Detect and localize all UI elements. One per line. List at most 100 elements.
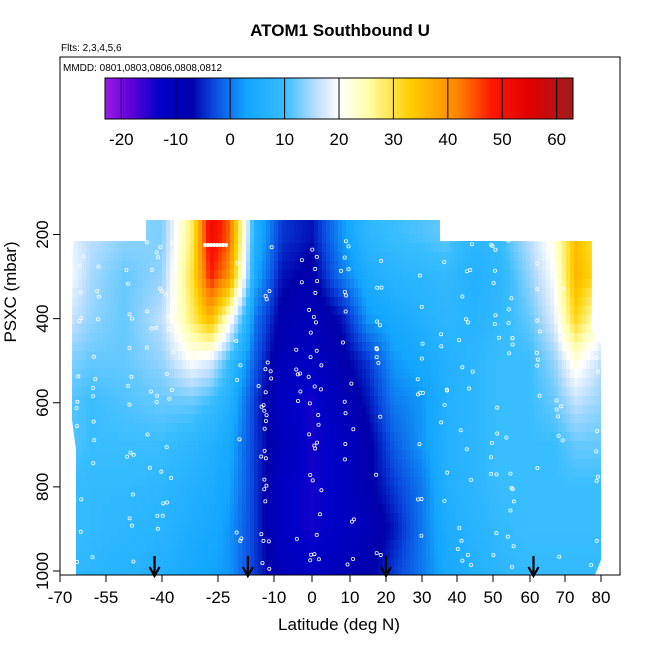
heatmap-cell — [386, 450, 391, 460]
heatmap-cell — [362, 342, 367, 352]
heatmap-cell — [106, 351, 111, 361]
heatmap-cell — [546, 234, 551, 244]
heatmap-cell — [110, 342, 115, 352]
heatmap-cell — [242, 540, 247, 550]
heatmap-cell — [594, 513, 599, 523]
heatmap-cell — [554, 261, 559, 271]
heatmap-cell — [390, 432, 395, 442]
heatmap-cell — [306, 432, 311, 442]
heatmap-cell — [162, 459, 167, 469]
heatmap-cell — [150, 378, 155, 388]
heatmap-cell — [322, 333, 327, 343]
heatmap-cell — [74, 270, 79, 280]
heatmap-cell — [86, 220, 91, 226]
heatmap-cell — [178, 234, 183, 244]
heatmap-cell — [266, 351, 271, 361]
heatmap-cell — [386, 279, 391, 289]
heatmap-cell — [182, 234, 187, 244]
heatmap-cell — [534, 342, 539, 352]
heatmap-cell — [158, 351, 163, 361]
heatmap-cell — [534, 279, 539, 289]
heatmap-cell — [174, 360, 179, 370]
heatmap-cell — [158, 522, 163, 532]
heatmap-cell — [282, 522, 287, 532]
heatmap-cell — [338, 234, 343, 244]
heatmap-cell — [458, 495, 463, 505]
heatmap-cell — [286, 220, 291, 226]
heatmap-cell — [462, 243, 467, 253]
heatmap-cell — [506, 315, 511, 325]
heatmap-cell — [246, 220, 251, 226]
heatmap-cell — [230, 315, 235, 325]
heatmap-cell — [418, 243, 423, 253]
heatmap-cell — [238, 468, 243, 478]
heatmap-cell — [398, 486, 403, 496]
heatmap-cell — [322, 270, 327, 280]
heatmap-cell — [306, 405, 311, 415]
heatmap-cell — [126, 396, 131, 406]
heatmap-cell — [262, 378, 267, 388]
heatmap-cell — [422, 243, 427, 253]
heatmap-cell — [178, 405, 183, 415]
heatmap-cell — [162, 540, 167, 550]
heatmap-cell — [558, 315, 563, 325]
heatmap-cell — [450, 297, 455, 307]
heatmap-cell — [342, 297, 347, 307]
heatmap-cell — [242, 342, 247, 352]
heatmap-cell — [182, 504, 187, 514]
heatmap-cell — [246, 405, 251, 415]
heatmap-cell — [546, 423, 551, 433]
heatmap-cell — [598, 225, 601, 235]
heatmap-cell — [118, 306, 123, 316]
heatmap-cell — [174, 225, 179, 235]
heatmap-cell — [450, 225, 455, 235]
heatmap-cell — [450, 220, 455, 226]
heatmap-cell — [298, 324, 303, 334]
heatmap-cell — [310, 378, 315, 388]
heatmap-cell — [454, 306, 459, 316]
heatmap-cell — [310, 333, 315, 343]
heatmap-cell — [214, 220, 219, 226]
heatmap-cell — [462, 220, 467, 226]
heatmap-cell — [282, 423, 287, 433]
heatmap-cell — [518, 513, 523, 523]
heatmap-cell — [530, 522, 535, 532]
heatmap-cell — [534, 414, 539, 424]
heatmap-cell — [562, 513, 567, 523]
heatmap-cell — [338, 513, 343, 523]
heatmap-cell — [322, 441, 327, 451]
heatmap-cell — [546, 504, 551, 514]
heatmap-cell — [374, 378, 379, 388]
heatmap-cell — [586, 315, 591, 325]
heatmap-cell — [306, 540, 311, 550]
heatmap-cell — [310, 252, 315, 262]
heatmap-cell — [442, 270, 447, 280]
heatmap-cell — [286, 423, 291, 433]
heatmap-cell — [254, 315, 259, 325]
heatmap-cell — [262, 342, 267, 352]
heatmap-cell — [158, 220, 163, 226]
heatmap-cell — [458, 279, 463, 289]
heatmap-cell — [218, 477, 223, 487]
heatmap-cell — [334, 531, 339, 541]
heatmap-cell — [334, 495, 339, 505]
heatmap-cell — [558, 459, 563, 469]
heatmap-cell — [598, 486, 601, 496]
heatmap-cell — [438, 351, 443, 361]
heatmap-cell — [190, 504, 195, 514]
heatmap-cell — [286, 468, 291, 478]
heatmap-cell — [290, 360, 295, 370]
heatmap-cell — [270, 405, 275, 415]
heatmap-cell — [294, 540, 299, 550]
heatmap-cell — [426, 405, 431, 415]
heatmap-cell — [234, 333, 239, 343]
heatmap-cell — [478, 315, 483, 325]
heatmap-cell — [378, 450, 383, 460]
heatmap-cell — [590, 333, 595, 343]
heatmap-cell — [318, 243, 323, 253]
heatmap-cell — [302, 414, 307, 424]
heatmap-cell — [286, 360, 291, 370]
heatmap-cell — [450, 351, 455, 361]
heatmap-cell — [122, 477, 127, 487]
heatmap-cell — [410, 369, 415, 379]
